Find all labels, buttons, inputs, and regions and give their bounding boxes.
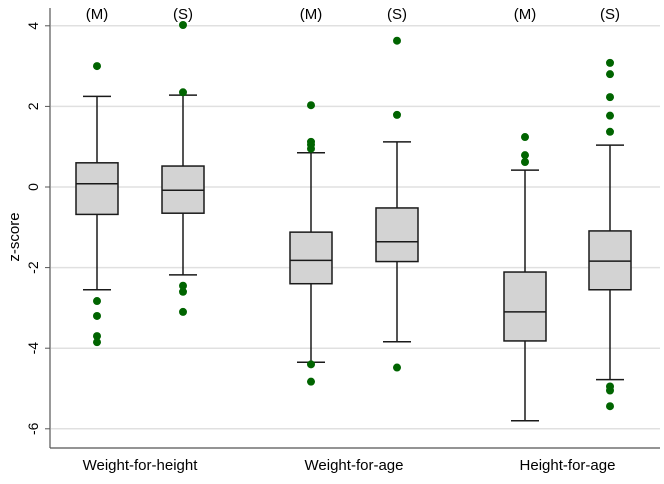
outlier-point <box>179 287 187 296</box>
x-group-label: Weight-for-height <box>83 457 199 474</box>
outlier-point <box>521 151 529 160</box>
outlier-point <box>307 360 315 369</box>
x-group-label: Height-for-age <box>520 457 616 474</box>
outlier-point <box>179 20 187 29</box>
outlier-point <box>93 62 101 71</box>
iqr-box <box>289 231 333 285</box>
y-tick-label: 2 <box>25 102 41 110</box>
outlier-point <box>179 307 187 316</box>
box-label: (S) <box>173 6 193 23</box>
outlier-point <box>93 297 101 306</box>
outlier-point <box>93 338 101 347</box>
outlier-point <box>606 70 614 79</box>
box-label: (S) <box>387 6 407 23</box>
box-label: (S) <box>600 6 620 23</box>
outlier-point <box>606 402 614 411</box>
outlier-point <box>606 58 614 67</box>
outlier-point <box>93 311 101 320</box>
iqr-box <box>75 162 119 216</box>
outlier-point <box>307 101 315 110</box>
gridlines <box>51 25 660 430</box>
box-label: (M) <box>86 6 109 23</box>
outlier-point <box>393 110 401 119</box>
outlier-point <box>606 93 614 102</box>
y-tick-label: -4 <box>25 342 41 355</box>
y-tick-label: 4 <box>25 22 41 30</box>
box-label: (M) <box>514 6 537 23</box>
outlier-point <box>307 144 315 153</box>
iqr-box <box>375 207 419 263</box>
x-axis: Weight-for-height Weight-for-age Height-fo… <box>50 447 660 474</box>
y-axis-label: z-score <box>6 212 23 261</box>
y-axis: 4 2 0 -2 -4 -6 <box>25 8 51 448</box>
box-label: (M) <box>300 6 323 23</box>
outlier-point <box>179 88 187 97</box>
outlier-point <box>606 111 614 120</box>
outlier-point <box>521 158 529 167</box>
y-tick-label: -2 <box>25 261 41 274</box>
outlier-point <box>179 281 187 290</box>
outlier-point <box>606 386 614 395</box>
y-tick-label: -6 <box>25 422 41 435</box>
y-tick-label: 0 <box>25 183 41 191</box>
outlier-point <box>393 363 401 372</box>
outlier-point <box>393 36 401 45</box>
outlier-point <box>307 377 315 386</box>
x-group-label: Weight-for-age <box>305 457 404 474</box>
outlier-point <box>521 133 529 142</box>
boxes: (M) (S) (M) (S) (M) (S) <box>75 6 632 422</box>
iqr-box <box>503 271 547 342</box>
outlier-point <box>606 127 614 136</box>
outlier-point <box>93 332 101 341</box>
iqr-box <box>588 230 632 291</box>
